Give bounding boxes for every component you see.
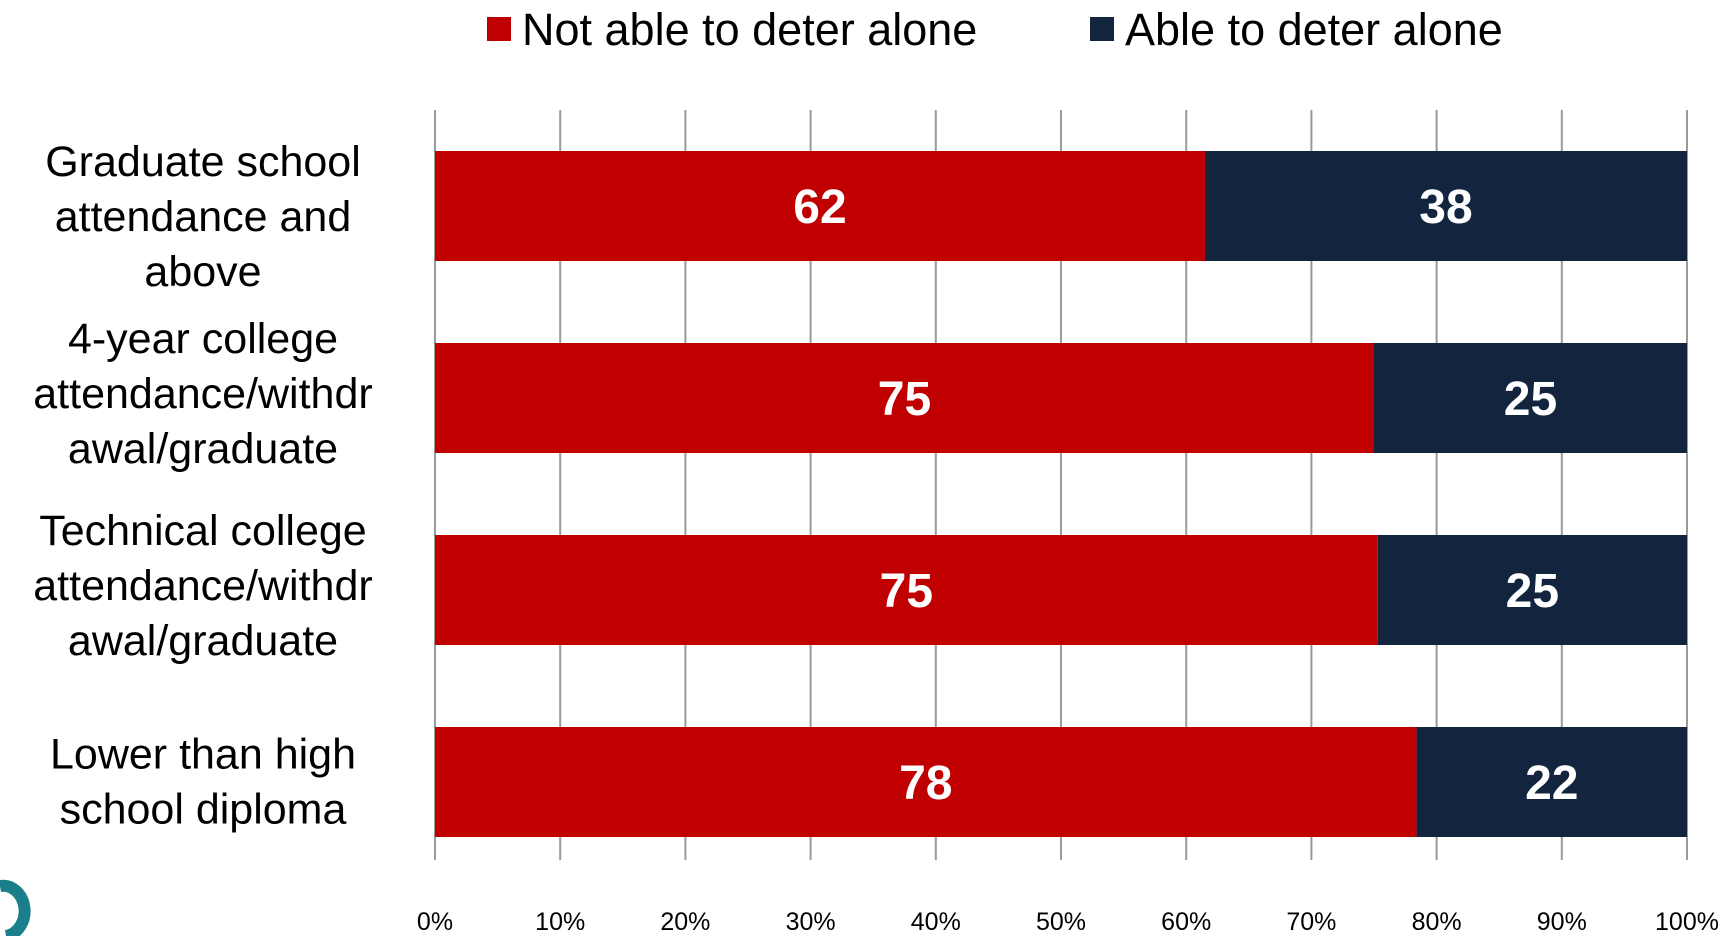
data-label-not-able: 75 [878,373,931,426]
category-label-line: school diploma [60,786,347,834]
category-label-line: attendance/withdr [33,370,372,418]
category-label: Graduate school attendance and above [45,138,361,296]
data-label-not-able: 62 [793,181,846,234]
bar-able [1204,151,1687,261]
bar-able [1377,535,1687,645]
bar-not-able [435,343,1374,453]
legend-label-able: Able to deter alone [1125,4,1503,55]
category-label-line: awal/graduate [68,425,338,473]
data-label-able: 25 [1506,565,1559,618]
legend-swatch-not-able [487,17,511,41]
bar-not-able [435,535,1378,645]
x-tick-label: 10% [535,908,585,936]
bar-able [1374,343,1687,453]
category-label-line: attendance and [55,193,352,241]
category-label-line: Lower than high [50,731,356,779]
category-label-line: Graduate school [45,138,361,186]
bar-not-able [435,727,1417,837]
bars [435,151,1687,837]
x-tick-label: 80% [1412,908,1462,936]
legend-swatch-able [1090,17,1114,41]
category-label-line: attendance/withdr [33,562,372,610]
bar-not-able [435,151,1205,261]
x-tick-label: 40% [911,908,961,936]
data-label-able: 38 [1419,181,1472,234]
category-labels: Graduate school attendance and above 4-year… [33,138,372,834]
data-labels: 62 38 75 25 75 25 78 22 [793,181,1578,810]
x-tick-labels: 0% 10% 20% 30% 40% 50% 60% 70% 80% 90% 100% [417,908,1719,936]
category-label: Lower than high school diploma [50,731,356,834]
data-label-not-able: 78 [899,757,952,810]
x-tick-label: 20% [660,908,710,936]
logo-fragment [0,879,31,936]
x-tick-label: 100% [1655,908,1719,936]
category-label-line: Technical college [39,507,366,555]
category-label-line: 4-year college [68,315,338,363]
bar-able [1416,727,1687,837]
x-tick-label: 70% [1286,908,1336,936]
data-label-able: 25 [1504,373,1557,426]
category-label-line: awal/graduate [68,617,338,665]
legend: Not able to deter alone Able to deter al… [487,4,1503,55]
x-tick-label: 60% [1161,908,1211,936]
data-label-able: 22 [1525,757,1578,810]
category-label: Technical college attendance/withdr awal/g… [33,507,372,665]
x-tick-label: 50% [1036,908,1086,936]
legend-label-not-able: Not able to deter alone [522,4,977,55]
category-label: 4-year college attendance/withdr awal/grad… [33,315,372,473]
x-tick-label: 0% [417,908,453,936]
x-tick-label: 30% [786,908,836,936]
data-label-not-able: 75 [880,565,933,618]
category-label-line: above [144,248,261,296]
x-tick-label: 90% [1537,908,1587,936]
